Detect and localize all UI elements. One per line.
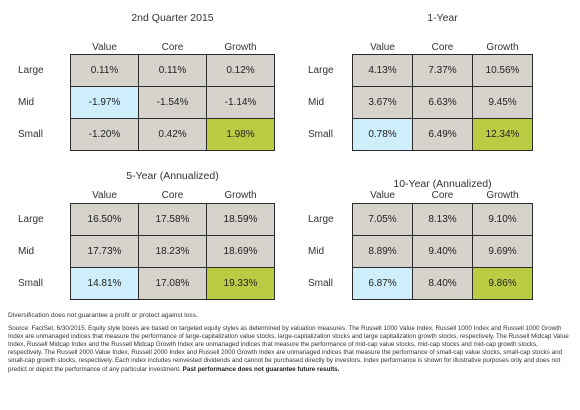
panel-title: 1-Year [427,12,458,24]
column-header: Growth [224,42,257,53]
return-cell: 4.13% [353,55,412,86]
style-box-panel: 10-Year (Annualized) Value Core Growth Large… [300,170,533,300]
row-header: Small [18,278,44,289]
return-cell: 17.73% [71,236,138,267]
row-header: Mid [18,246,35,257]
column-header: Core [431,190,454,201]
source-text: Source: FactSet, 6/30/2015. Equity style… [8,325,574,374]
row-header: Large [308,65,334,76]
return-cell: 10.56% [473,55,532,86]
return-cell: 7.37% [413,55,472,86]
row-header: Large [308,214,334,225]
return-cell: -1.14% [207,87,274,118]
return-cell: 6.87% [353,268,412,299]
return-cell: 18.59% [207,204,274,235]
column-header: Growth [224,190,257,201]
column-header: Value [92,42,117,53]
return-cell: 0.42% [139,119,206,150]
column-header: Growth [486,190,519,201]
panel-title: 2nd Quarter 2015 [131,12,214,24]
column-header: Core [431,42,454,53]
return-cell: 0.12% [207,55,274,86]
row-header: Mid [308,246,325,257]
return-cell: -1.54% [139,87,206,118]
return-cell: 18.69% [207,236,274,267]
return-cell: 19.33% [207,268,274,299]
return-cell: 12.34% [473,119,532,150]
panel-title: 5-Year (Annualized) [126,170,219,182]
return-cell: 1.98% [207,119,274,150]
return-cell: 9.86% [473,268,532,299]
return-cell: 14.81% [71,268,138,299]
row-header: Mid [18,97,35,108]
column-header: Core [161,190,184,201]
column-header: Value [370,42,395,53]
return-cell: 9.10% [473,204,532,235]
row-header: Small [308,129,334,140]
style-box-panel: 2nd Quarter 2015 Value Core Growth Large Mid S… [18,12,275,151]
return-cell: 9.45% [473,87,532,118]
column-header: Growth [486,42,519,53]
return-cell: -1.97% [71,87,138,118]
return-cell: 6.63% [413,87,472,118]
style-box-grid: 0.11% 0.11% 0.12% -1.97% -1.54% -1.14% -1.20% 0… [70,54,275,151]
return-cell: 9.40% [413,236,472,267]
return-cell: 18.23% [139,236,206,267]
return-cell: 0.11% [139,55,206,86]
return-cell: 8.40% [413,268,472,299]
past-performance-note: Past performance does not guarantee futu… [182,365,340,373]
row-header: Mid [308,97,325,108]
return-cell: 8.13% [413,204,472,235]
row-header: Small [18,129,44,140]
style-box-grid: 7.05% 8.13% 9.10% 8.89% 9.40% 9.69% 6.87% 8.40%… [352,203,533,300]
style-box-grid: 16.50% 17.58% 18.59% 17.73% 18.23% 18.69% 14.8… [70,203,275,300]
return-cell: 0.78% [353,119,412,150]
return-cell: 16.50% [71,204,138,235]
return-cell: 0.11% [71,55,138,86]
footnotes: Diversification does not guarantee a pro… [8,312,574,374]
disclaimer-text: Diversification does not guarantee a pro… [8,312,198,319]
source-body: Source: FactSet, 6/30/2015. Equity style… [8,325,569,373]
return-cell: -1.20% [71,119,138,150]
return-cell: 17.58% [139,204,206,235]
panel-title: 10-Year (Annualized) [393,178,492,190]
row-header: Large [18,65,44,76]
column-header: Value [370,190,395,201]
return-cell: 9.69% [473,236,532,267]
row-header: Large [18,214,44,225]
column-header: Value [92,190,117,201]
style-box-panel: 5-Year (Annualized) Value Core Growth Large M… [18,170,275,300]
row-header: Small [308,278,334,289]
style-box-grid: 4.13% 7.37% 10.56% 3.67% 6.63% 9.45% 0.78% 6.49… [352,54,533,151]
return-cell: 6.49% [413,119,472,150]
return-cell: 7.05% [353,204,412,235]
column-header: Core [161,42,184,53]
style-box-panel: 1-Year Value Core Growth Large Mid Small 4.13% 7… [300,12,533,151]
return-cell: 8.89% [353,236,412,267]
return-cell: 17.08% [139,268,206,299]
return-cell: 3.67% [353,87,412,118]
